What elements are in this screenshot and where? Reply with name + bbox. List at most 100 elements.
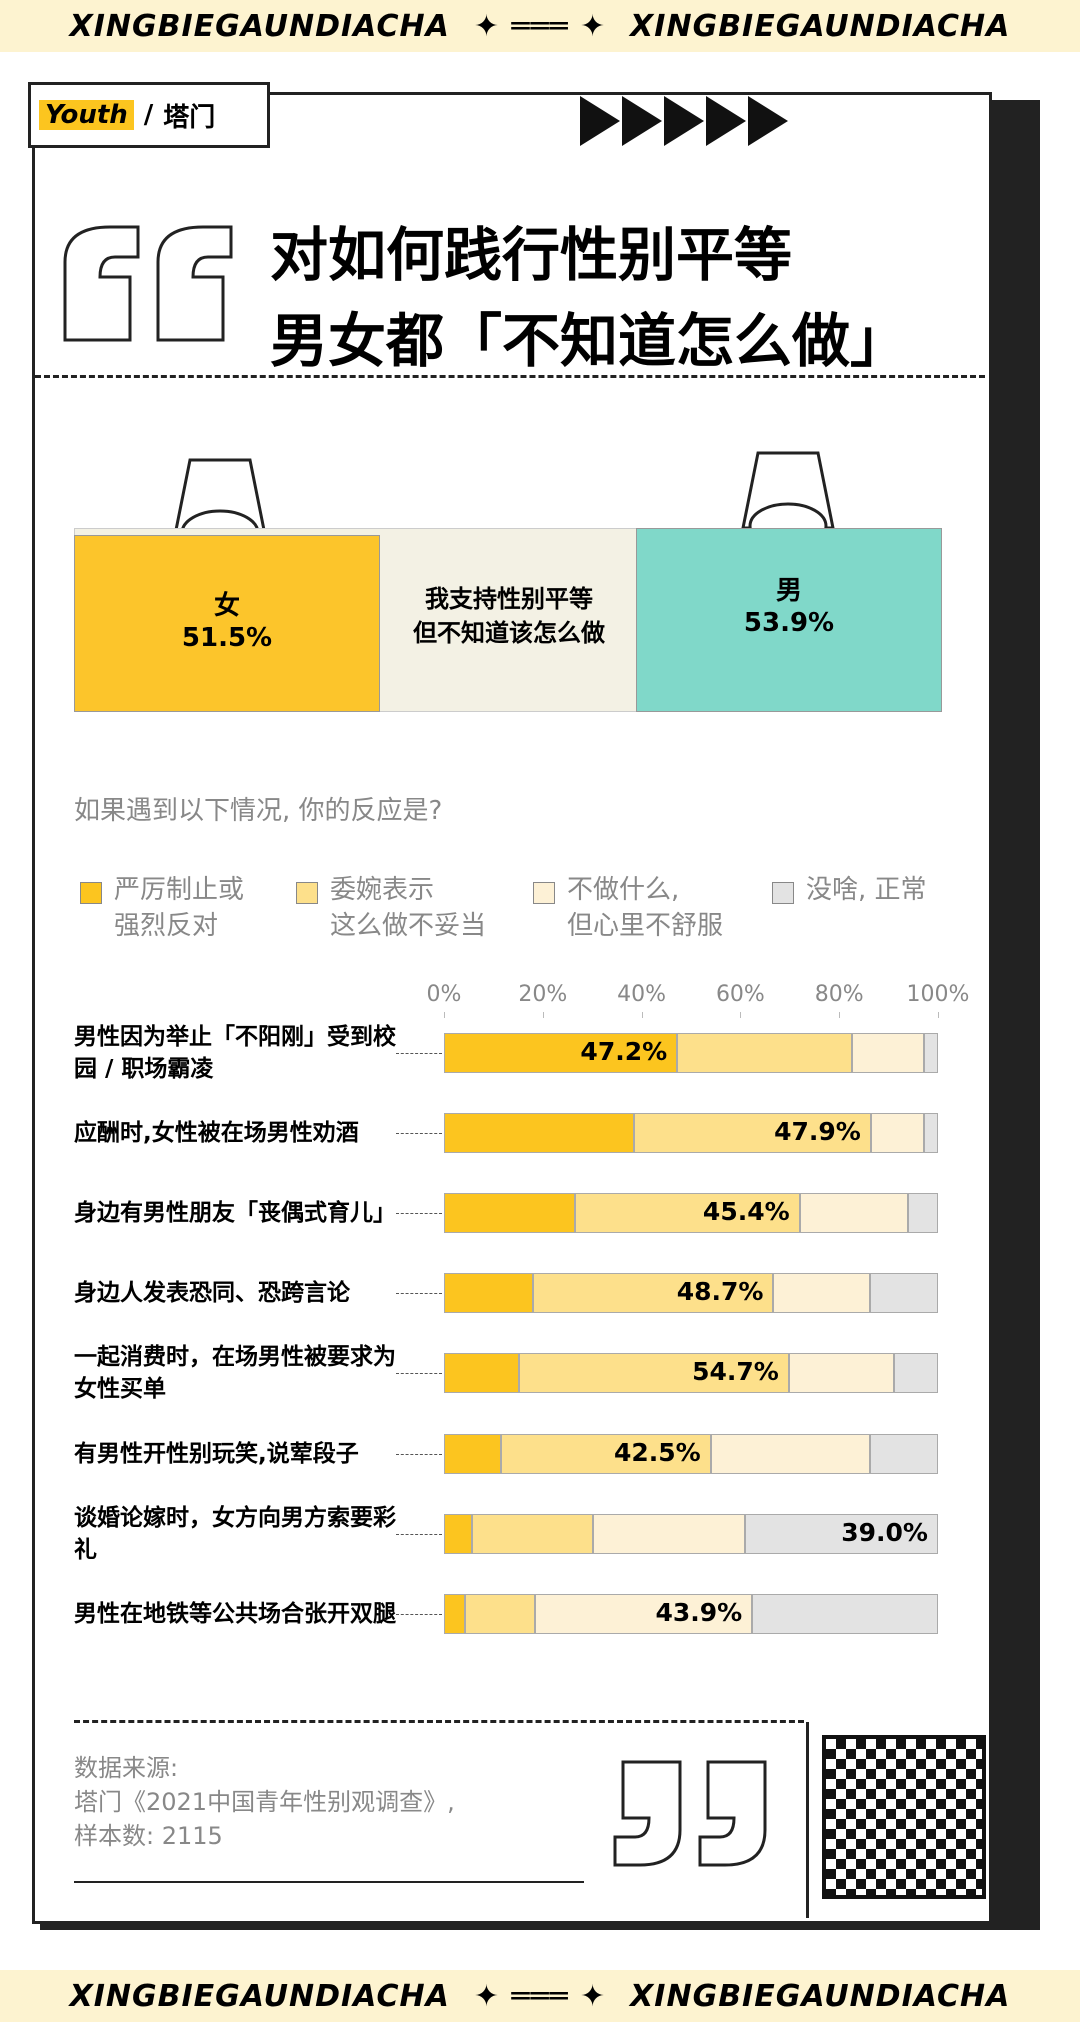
legend-swatch bbox=[296, 882, 318, 904]
value-label: 54.7% bbox=[692, 1357, 779, 1387]
title-line: 男女都「不知道怎么做」 bbox=[270, 307, 909, 375]
pair-label: 女 bbox=[213, 591, 240, 621]
logo: Youth / 塔门 bbox=[28, 82, 270, 148]
category-text: 一起消费时，在场男性被要求为女性买单 bbox=[74, 1344, 396, 1403]
footer: 数据来源: 塔门《2021中国青年性别观调查》, 样本数: 2115 bbox=[74, 1720, 804, 1883]
bar-segment bbox=[634, 1113, 871, 1154]
category-text: 应酬时,女性被在场男性劝酒 bbox=[74, 1120, 359, 1147]
category-label: 一起消费时，在场男性被要求为女性买单 bbox=[74, 1333, 404, 1413]
bar-segment bbox=[444, 1113, 635, 1154]
top-banner: XINGBIEGAUNDIACHA ✦ ═══ ✦ XINGBIEGAUNDIACH… bbox=[0, 0, 1080, 52]
bar-segment bbox=[894, 1353, 938, 1394]
category-text: 谈婚论嫁时，女方向男方索要彩礼 bbox=[74, 1504, 396, 1563]
category-text: 男性在地铁等公共场合张开双腿 bbox=[74, 1600, 396, 1627]
leader bbox=[396, 1213, 442, 1215]
bar-segment bbox=[593, 1513, 746, 1554]
bar-segment bbox=[773, 1273, 870, 1314]
bar-segment bbox=[710, 1433, 870, 1474]
rule bbox=[74, 1881, 584, 1883]
source-line: 塔门《2021中国青年性别观调查》, bbox=[74, 1788, 455, 1816]
category-text: 有男性开性别玩笑,说荤段子 bbox=[74, 1440, 359, 1467]
bar-segment bbox=[799, 1193, 909, 1234]
value-label: 39.0% bbox=[841, 1517, 928, 1547]
pair-value: 53.9% bbox=[743, 608, 835, 638]
bar-segment bbox=[752, 1593, 938, 1634]
legend-label: 不做什么, 但心里不舒服 bbox=[567, 875, 724, 941]
pair-value: 51.5% bbox=[181, 623, 273, 653]
banner-text: XINGBIEGAUNDIACHA bbox=[69, 1978, 450, 2014]
pair-box bbox=[636, 528, 942, 712]
legend-swatch bbox=[533, 882, 555, 904]
divider bbox=[35, 375, 985, 378]
separator bbox=[806, 1722, 809, 1918]
qr-code bbox=[822, 1735, 986, 1899]
logo-text: 塔门 bbox=[163, 102, 216, 133]
legend-label: 严厉制止或 强烈反对 bbox=[114, 875, 245, 941]
category-label: 应酬时,女性被在场男性劝酒 bbox=[74, 1093, 404, 1173]
x-tick bbox=[542, 1012, 544, 1018]
title-line: 对如何践行性别平等 bbox=[270, 221, 793, 289]
category-label: 男性在地铁等公共场合张开双腿 bbox=[74, 1574, 404, 1654]
title: 对如何践行性别平等 男女都「不知道怎么做」 bbox=[270, 212, 908, 384]
x-tick-label: 80% bbox=[814, 982, 864, 1007]
leader bbox=[396, 1533, 442, 1535]
bar-segment bbox=[908, 1193, 938, 1234]
pair-label: 男 bbox=[775, 576, 802, 606]
bar-segment bbox=[444, 1273, 533, 1314]
source: 数据来源: 塔门《2021中国青年性别观调查》, 样本数: 2115 bbox=[74, 1751, 804, 1853]
x-tick bbox=[641, 1012, 643, 1018]
bar-segment bbox=[444, 1433, 501, 1474]
bar-segment bbox=[788, 1353, 895, 1394]
bar-segment bbox=[444, 1513, 473, 1554]
x-tick-label: 60% bbox=[715, 982, 765, 1007]
category-label: 身边有男性朋友「丧偶式育儿」 bbox=[74, 1173, 404, 1253]
banner-text: XINGBIEGAUNDIACHA bbox=[630, 8, 1011, 44]
value-label: 47.9% bbox=[774, 1117, 861, 1147]
bar-segment bbox=[924, 1033, 938, 1073]
pair-annotation: 我支持性别平等 但不知道该怎么做 bbox=[413, 585, 605, 647]
chart-subtitle: 如果遇到以下情况, 你的反应是? bbox=[74, 796, 443, 826]
bar-segment bbox=[444, 1033, 678, 1073]
legend-label: 没啥, 正常 bbox=[806, 875, 927, 905]
bar-segment bbox=[472, 1513, 594, 1554]
bar-segment bbox=[575, 1193, 800, 1234]
source-line: 样本数: 2115 bbox=[74, 1822, 223, 1850]
leader bbox=[396, 1133, 442, 1135]
source-line: 数据来源: bbox=[74, 1754, 179, 1782]
x-tick bbox=[740, 1012, 742, 1018]
category-label: 有男性开性别玩笑,说荤段子 bbox=[74, 1414, 404, 1494]
bar-segment bbox=[532, 1273, 774, 1314]
x-tick bbox=[938, 1012, 939, 1018]
bar-segment bbox=[852, 1033, 925, 1073]
x-tick bbox=[444, 1012, 445, 1018]
bar-segment bbox=[464, 1593, 536, 1634]
legend-swatch bbox=[80, 882, 102, 904]
bar-segment bbox=[869, 1273, 938, 1314]
category-label: 男性因为举止「不阳刚」受到校园 / 职场霸凌 bbox=[74, 1013, 404, 1093]
banner-text: XINGBIEGAUNDIACHA bbox=[630, 1978, 1011, 2014]
leader bbox=[396, 1373, 442, 1375]
leader bbox=[396, 1453, 442, 1455]
legend-label: 委婉表示 这么做不妥当 bbox=[330, 875, 487, 941]
value-label: 43.9% bbox=[655, 1597, 743, 1627]
logo-text: Youth bbox=[39, 100, 134, 130]
bar-segment bbox=[444, 1353, 519, 1394]
bar-segment bbox=[444, 1593, 465, 1634]
quote-mark bbox=[63, 225, 233, 342]
value-label: 42.5% bbox=[614, 1437, 701, 1467]
quote-mark bbox=[613, 1760, 767, 1867]
bar-segment bbox=[535, 1593, 753, 1634]
value-label: 45.4% bbox=[702, 1197, 790, 1227]
banner-text: XINGBIEGAUNDIACHA bbox=[69, 8, 450, 44]
leader bbox=[396, 1613, 442, 1615]
x-tick bbox=[839, 1012, 841, 1018]
bar-segment bbox=[518, 1353, 789, 1394]
value-label: 47.2% bbox=[580, 1037, 668, 1066]
bar-segment bbox=[745, 1513, 938, 1554]
bottom-banner: XINGBIEGAUNDIACHA ✦ ═══ ✦ XINGBIEGAUNDIACH… bbox=[0, 1970, 1080, 2022]
x-tick-label: 40% bbox=[617, 982, 667, 1007]
leader bbox=[396, 1293, 442, 1295]
bar-segment bbox=[677, 1033, 853, 1073]
x-tick-label: 0% bbox=[426, 982, 462, 1007]
